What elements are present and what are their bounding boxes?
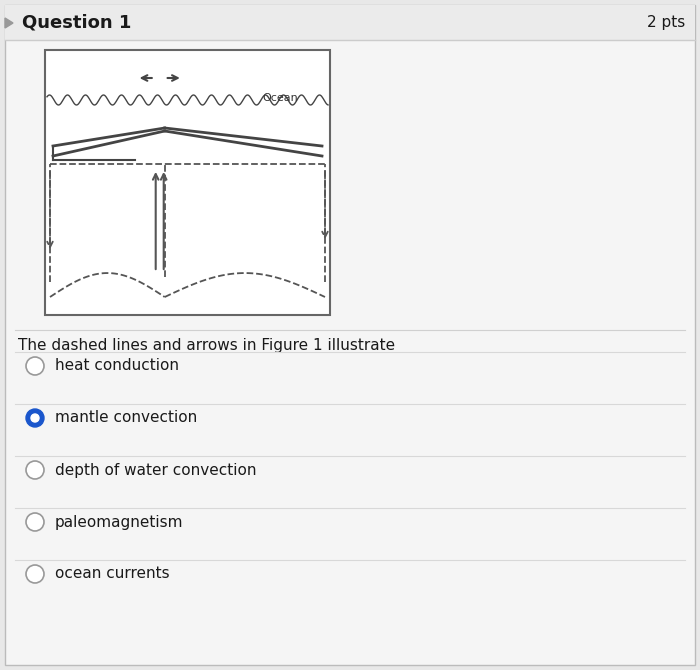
- Text: 2 pts: 2 pts: [647, 15, 685, 31]
- Text: ocean currents: ocean currents: [55, 567, 169, 582]
- Bar: [5, 5, 695, 40]
- Text: paleomagnetism: paleomagnetism: [55, 515, 183, 529]
- Polygon shape: [5, 18, 13, 28]
- Circle shape: [26, 513, 44, 531]
- Circle shape: [26, 409, 44, 427]
- Bar: [45, 50, 330, 315]
- Text: heat conduction: heat conduction: [55, 358, 179, 373]
- Text: mantle convection: mantle convection: [55, 411, 197, 425]
- Text: depth of water convection: depth of water convection: [55, 462, 256, 478]
- Circle shape: [31, 414, 39, 422]
- Circle shape: [26, 357, 44, 375]
- Text: The dashed lines and arrows in Figure 1 illustrate: The dashed lines and arrows in Figure 1 …: [18, 338, 395, 353]
- Text: Question 1: Question 1: [22, 14, 132, 32]
- Text: Ocean: Ocean: [262, 93, 298, 103]
- Circle shape: [26, 565, 44, 583]
- FancyBboxPatch shape: [5, 5, 695, 665]
- Circle shape: [26, 461, 44, 479]
